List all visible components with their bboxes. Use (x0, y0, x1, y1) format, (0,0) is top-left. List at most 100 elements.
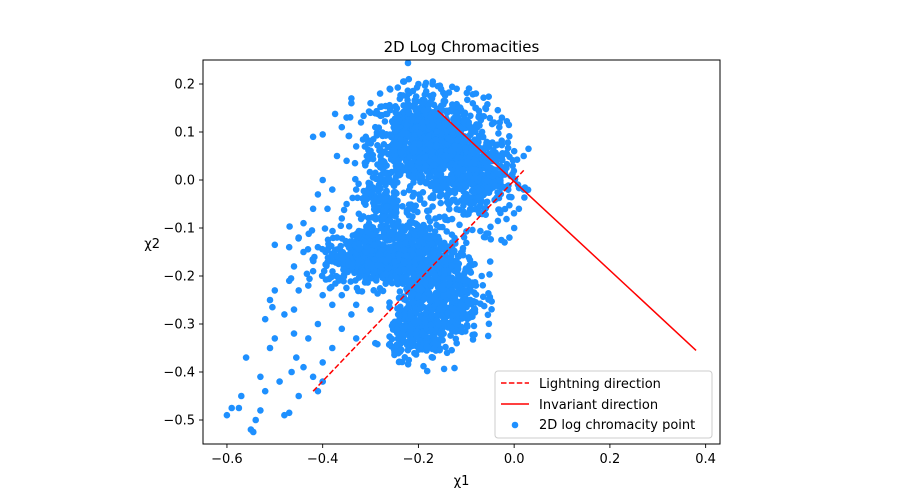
data-point (271, 287, 279, 294)
data-point (510, 147, 518, 155)
data-point (411, 258, 418, 266)
data-point (403, 341, 411, 349)
data-point (383, 188, 390, 196)
data-point (380, 141, 388, 148)
x-tick-label: −0.6 (211, 452, 243, 467)
legend-box (494, 370, 713, 439)
data-point (383, 203, 391, 210)
data-point (343, 284, 350, 292)
data-point (365, 259, 372, 266)
data-point (422, 233, 430, 241)
data-point (412, 330, 420, 338)
data-point (382, 257, 389, 265)
data-point (257, 373, 264, 381)
data-point (314, 191, 322, 198)
data-point (486, 114, 494, 122)
data-point (266, 344, 274, 352)
direction-lines (312, 109, 697, 392)
data-point (437, 173, 445, 180)
data-point (466, 206, 474, 213)
data-point (494, 106, 502, 114)
data-point (485, 296, 492, 303)
data-point (401, 246, 408, 254)
data-point (407, 328, 415, 335)
data-point (321, 225, 329, 232)
data-point (430, 259, 437, 267)
data-point (290, 306, 298, 313)
data-point (384, 217, 392, 225)
data-point (271, 241, 279, 249)
data-point (329, 186, 336, 193)
data-point (405, 109, 412, 117)
data-point (420, 222, 427, 230)
data-point (276, 378, 283, 385)
data-point (476, 210, 483, 217)
data-point (455, 146, 463, 153)
data-point (383, 131, 390, 138)
data-point (390, 199, 398, 207)
data-point (391, 208, 399, 216)
data-point (421, 200, 428, 207)
plot-area (202, 59, 721, 445)
data-point (520, 152, 527, 160)
data-point (385, 341, 393, 349)
data-point (459, 166, 467, 173)
data-point (369, 184, 377, 191)
data-point (406, 153, 413, 161)
data-point (319, 176, 327, 184)
data-point (399, 203, 406, 210)
data-point (435, 109, 442, 117)
data-point (480, 302, 488, 310)
data-point (381, 118, 389, 125)
data-point (467, 112, 474, 120)
data-point (420, 362, 427, 370)
data-point (395, 311, 403, 319)
data-point (525, 145, 532, 153)
data-point (338, 123, 346, 131)
data-point (490, 147, 497, 154)
data-point (416, 248, 423, 256)
y-tick-label: 0.1 (174, 126, 195, 141)
data-point (463, 311, 470, 318)
data-point (501, 239, 508, 246)
data-point (314, 243, 322, 251)
data-point (380, 197, 388, 204)
data-point (422, 279, 429, 287)
data-point (446, 122, 453, 130)
data-point (405, 280, 412, 288)
data-point (488, 120, 496, 128)
data-point (415, 238, 423, 245)
data-point (471, 160, 479, 167)
data-point (454, 136, 461, 144)
data-point (351, 159, 359, 167)
data-point (436, 122, 443, 130)
data-point (360, 112, 367, 120)
data-point (338, 215, 346, 222)
data-point (409, 251, 417, 258)
data-point (464, 323, 471, 330)
data-point (479, 282, 487, 289)
data-point (447, 304, 455, 312)
data-point (368, 231, 375, 239)
data-point (410, 275, 417, 283)
data-point (411, 349, 418, 357)
x-tick-label: 0.2 (600, 452, 621, 467)
data-point (444, 244, 451, 251)
x-tick-label: 0.4 (695, 452, 716, 467)
data-point (505, 121, 513, 129)
data-point (444, 191, 451, 198)
data-point (504, 139, 512, 146)
data-point (436, 158, 444, 165)
data-point (426, 297, 434, 305)
data-point (381, 148, 389, 155)
data-point (422, 79, 430, 87)
data-point (405, 75, 413, 83)
data-point (422, 88, 430, 95)
data-point (482, 204, 490, 212)
data-point (363, 152, 371, 160)
data-point (404, 87, 412, 94)
data-point (431, 272, 439, 280)
data-point (309, 205, 317, 213)
data-point (429, 121, 437, 129)
data-point (415, 292, 422, 300)
